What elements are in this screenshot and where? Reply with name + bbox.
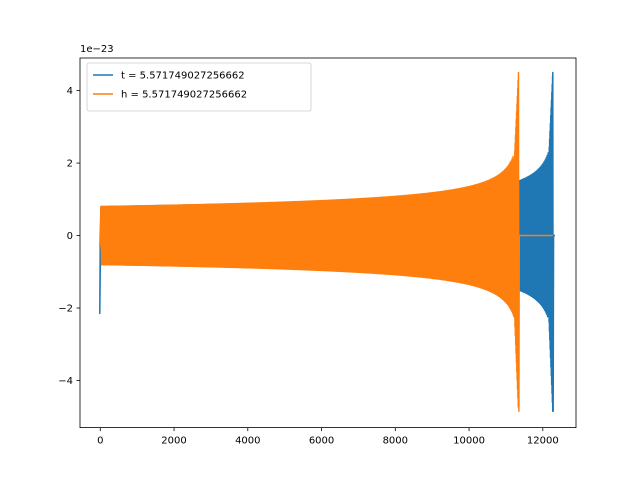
legend: t = 5.571749027256662 h = 5.5717490272566… xyxy=(86,62,312,112)
legend-label: t = 5.571749027256662 xyxy=(121,71,245,82)
legend-item: t = 5.571749027256662 xyxy=(93,71,245,82)
legend-label: h = 5.571749027256662 xyxy=(121,90,247,101)
x-tick-label: 6000 xyxy=(309,436,334,447)
plot-area xyxy=(99,71,555,413)
series-1 xyxy=(99,71,553,413)
y-tick-label: 4 xyxy=(67,86,73,97)
x-tick-label: 10000 xyxy=(453,436,485,447)
y-tick-label: −4 xyxy=(58,376,73,387)
y-tick-label: 0 xyxy=(67,231,73,242)
x-tick-label: 8000 xyxy=(383,436,408,447)
x-tick-label: 4000 xyxy=(235,436,260,447)
x-tick-label: 0 xyxy=(97,436,103,447)
x-tick-label: 2000 xyxy=(161,436,186,447)
y-axis: −4 −2 0 2 4 xyxy=(58,86,80,387)
y-tick-label: −2 xyxy=(58,304,73,315)
legend-box xyxy=(86,62,312,112)
series-line xyxy=(99,71,553,413)
x-tick-label: 12000 xyxy=(527,436,559,447)
legend-item: h = 5.571749027256662 xyxy=(93,90,247,101)
y-axis-offset-label: 1e−23 xyxy=(80,44,114,55)
axes-frame xyxy=(79,57,577,429)
x-axis: 0 2000 4000 6000 8000 10000 12000 xyxy=(97,427,559,447)
y-tick-label: 2 xyxy=(67,159,73,170)
